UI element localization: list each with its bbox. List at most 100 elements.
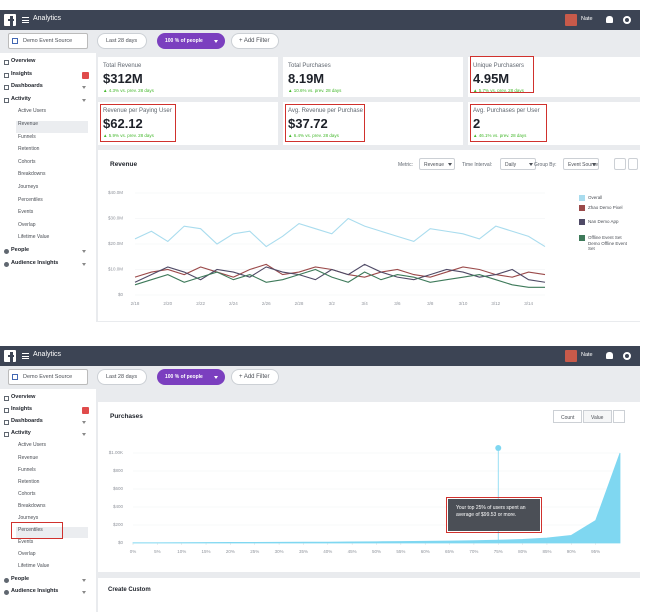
segment-pill[interactable]: 100 % of people (157, 33, 225, 49)
source-icon (12, 374, 18, 380)
sidebar-item[interactable]: Retention (18, 478, 40, 485)
sidebar (0, 53, 96, 322)
logo-stem (10, 352, 13, 362)
dropdown-arrow (214, 376, 218, 379)
sidebar-item[interactable]: Active Users (18, 442, 47, 449)
dropdown-arrow (82, 86, 86, 90)
sidebar-icon (4, 249, 9, 254)
highlight-box (470, 104, 547, 142)
notification-bell[interactable] (606, 352, 613, 359)
metric-title: Avg. Revenue per Purchase (288, 108, 363, 114)
date-range-button[interactable]: Last 28 days (97, 369, 147, 385)
sidebar-item[interactable]: Journeys (18, 515, 39, 521)
sidebar-item[interactable]: Overview (11, 394, 36, 400)
options-button[interactable] (628, 158, 638, 170)
sidebar-item[interactable]: Audience Insights (11, 587, 59, 594)
sidebar-item[interactable]: Cohorts (18, 158, 36, 165)
user-name[interactable]: Nate (581, 16, 593, 22)
user-name[interactable]: Nate (581, 352, 593, 358)
top-bar: Analytics Nate (0, 10, 640, 30)
sidebar-item[interactable]: Breakdowns (18, 171, 46, 178)
control-label: Time Interval: (462, 162, 493, 168)
sidebar-item[interactable]: Events (18, 209, 34, 216)
control-dropdown[interactable]: Revenue (419, 158, 455, 170)
segment-pill[interactable]: 100 % of people (157, 369, 225, 385)
sidebar-item[interactable]: Retention (18, 146, 40, 153)
sidebar-item[interactable]: Audience Insights (11, 259, 59, 266)
sidebar-item[interactable]: Revenue (18, 454, 39, 461)
sidebar-item[interactable]: Dashboards (11, 83, 43, 90)
dropdown-arrow (82, 98, 86, 102)
menu-icon[interactable] (22, 17, 29, 23)
add-filter-button[interactable]: + Add Filter (231, 33, 279, 49)
sidebar-item[interactable]: People (11, 575, 30, 582)
sidebar-item[interactable]: Funnels (18, 466, 36, 473)
sidebar-item[interactable]: Percentiles (18, 196, 43, 203)
sidebar-item[interactable]: Overlap (18, 221, 36, 228)
options-button[interactable] (613, 410, 625, 423)
sidebar-item[interactable]: Journeys (18, 184, 39, 190)
menu-icon[interactable] (22, 353, 29, 359)
card-title: Create Custom (108, 587, 151, 593)
highlight-box (100, 104, 176, 142)
sidebar-item[interactable]: Active Users (18, 108, 47, 115)
notification-bell[interactable] (606, 16, 613, 23)
sidebar-item[interactable]: Overlap (18, 551, 36, 558)
sidebar-item[interactable]: Lifetime Value (18, 563, 50, 570)
highlight-box (470, 56, 534, 93)
options-button[interactable] (614, 158, 626, 170)
sidebar-item[interactable]: Breakdowns (18, 502, 46, 509)
sidebar-icon (4, 408, 9, 414)
sidebar-item[interactable]: Activity (11, 430, 31, 437)
control-dropdown[interactable]: Daily (500, 158, 536, 170)
chart-title: Revenue (110, 161, 138, 168)
sidebar-item[interactable]: Dashboards (11, 418, 43, 425)
date-range-button[interactable]: Last 28 days (97, 33, 147, 49)
event-source-button[interactable]: Demo Event Source (8, 33, 88, 49)
settings-gear[interactable] (623, 16, 631, 24)
avatar[interactable] (565, 350, 577, 362)
app-name: Analytics (33, 351, 62, 358)
toggle-button[interactable]: Value (583, 410, 612, 423)
dropdown-arrow (82, 262, 86, 266)
sidebar-item[interactable]: Overview (11, 58, 36, 64)
logo-stem (10, 16, 13, 26)
sidebar-item[interactable]: Percentiles (16, 527, 88, 539)
dropdown-arrow (82, 433, 86, 437)
metric-title: Revenue per Paying User (103, 108, 172, 114)
dropdown-arrow (214, 40, 218, 43)
sidebar-item[interactable]: Activity (11, 95, 31, 102)
source-icon (12, 38, 18, 44)
metric-change: ▲ 46.1% vs. prev. 28 days (473, 133, 527, 138)
sidebar-icon (4, 420, 9, 426)
sidebar-item[interactable]: Revenue (16, 121, 88, 133)
control-dropdown[interactable]: Event Source (563, 158, 599, 170)
menu-icon-mid (22, 20, 29, 21)
top-bar: Analytics Nate (0, 346, 640, 366)
sidebar-item[interactable]: Insights (11, 406, 33, 413)
avatar[interactable] (565, 14, 577, 26)
metric-card: Revenue per Paying User $62.12 ▲ 5.9% vs. … (98, 102, 278, 145)
sidebar-item[interactable]: Lifetime Value (18, 234, 50, 241)
toggle-button[interactable]: Count (553, 410, 582, 423)
new-badge (82, 71, 89, 79)
event-source-button[interactable]: Demo Event Source (8, 369, 88, 385)
dropdown-arrow (82, 250, 86, 253)
metric-change: ▲ 10.6% vs. prev. 28 days (288, 88, 342, 93)
sidebar-item[interactable]: People (11, 247, 30, 253)
metric-value: 8.19M (288, 71, 325, 86)
settings-gear[interactable] (623, 352, 631, 360)
sidebar-item[interactable]: Events (18, 539, 34, 546)
sidebar-item[interactable]: Funnels (18, 133, 36, 140)
legend-label: Nan Demo App (588, 219, 619, 224)
sidebar-item[interactable]: Insights (11, 70, 33, 77)
sidebar-icon (4, 261, 9, 267)
sidebar-item[interactable]: Cohorts (18, 490, 36, 497)
metric-change: ▲ 5.7% vs. prev. 28 days (473, 88, 524, 93)
metric-card: Total Revenue $312M ▲ 4.3% vs. prev. 28 da… (98, 57, 278, 97)
chart-card (98, 402, 640, 572)
add-filter-button[interactable]: + Add Filter (231, 369, 279, 385)
sidebar-icon (4, 97, 9, 103)
chart-card (98, 150, 640, 321)
